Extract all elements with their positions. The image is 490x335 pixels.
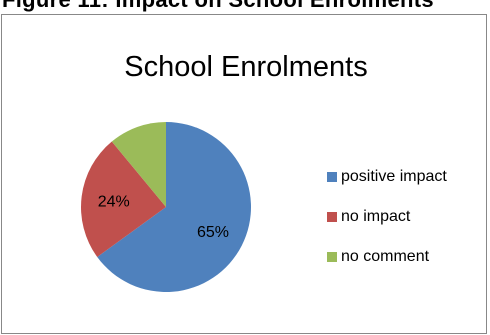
pie-chart: 65% 24% [81, 122, 251, 292]
chart-title: School Enrolments [124, 51, 368, 83]
legend-swatch [327, 172, 337, 182]
legend-label: no comment [341, 248, 430, 265]
legend-swatch [327, 212, 337, 222]
data-label-no-impact: 24% [98, 193, 130, 210]
data-label-positive-impact: 65% [197, 224, 229, 241]
cut-off-figure-heading: Figure 11: Impact on School Enrolments [2, 0, 434, 12]
slice-no-comment [111, 122, 166, 207]
legend-swatch [327, 252, 337, 262]
slice-no-impact [81, 141, 166, 257]
slice-positive-impact [97, 122, 251, 292]
legend-label: no impact [341, 208, 411, 225]
chart-area: School Enrolments 65% 24% positive impact… [1, 14, 487, 334]
legend-label: positive impact [341, 168, 447, 185]
cut-off-figure-heading-strip: Figure 11: Impact on School Enrolments [0, 0, 490, 12]
